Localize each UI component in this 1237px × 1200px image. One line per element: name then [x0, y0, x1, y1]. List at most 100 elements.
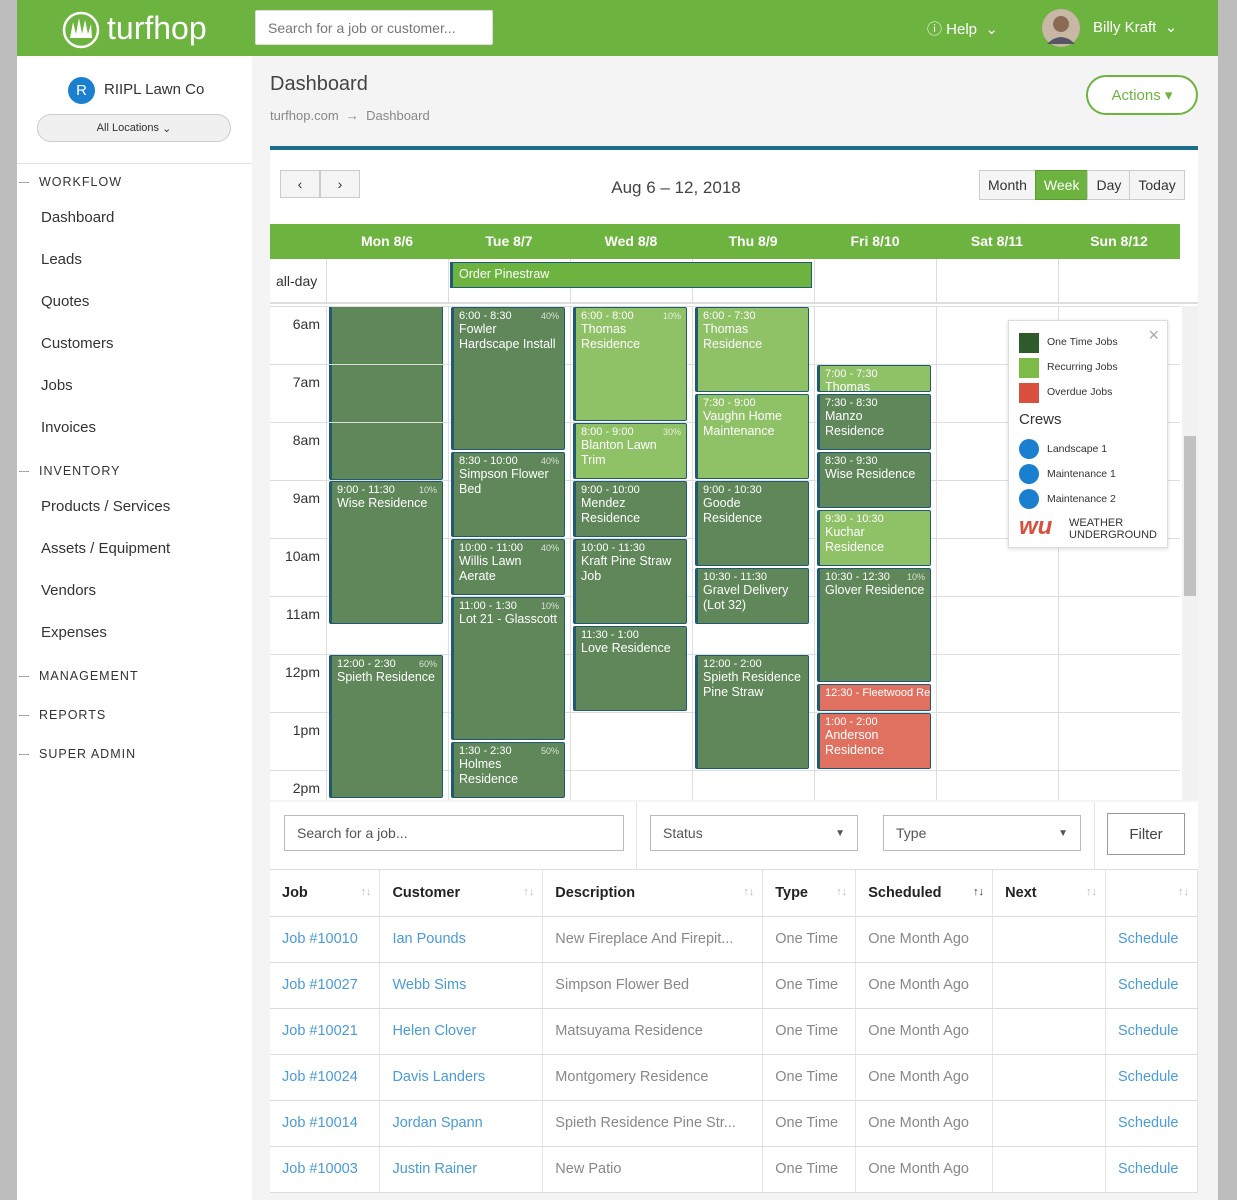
event[interactable]: 8:30 - 9:30 Wise Residence: [817, 452, 931, 508]
nav-section[interactable]: WORKFLOW: [39, 175, 122, 189]
allday-event[interactable]: Order Pinestraw: [450, 262, 812, 288]
column-header[interactable]: ↑↓: [1105, 870, 1199, 917]
event[interactable]: 6:00 - 8:00 Thomas Residence 10%: [573, 307, 687, 421]
column-header[interactable]: Job ↑↓: [270, 870, 381, 917]
view-button[interactable]: Week: [1034, 170, 1089, 200]
nav-item[interactable]: Products / Services: [41, 498, 171, 515]
cell[interactable]: Davis Landers: [379, 1054, 544, 1101]
search-box[interactable]: Search for a job or customer...: [255, 10, 493, 45]
nav-section[interactable]: REPORTS: [39, 708, 107, 722]
nav-item[interactable]: Jobs: [41, 377, 73, 394]
cell[interactable]: Schedule: [1105, 1146, 1199, 1193]
event[interactable]: 6:00 - 8:30 Fowler Hardscape Install 40%: [451, 307, 565, 450]
user-menu[interactable]: Billy Kraft ⌄: [1093, 19, 1178, 36]
column-title: Type: [775, 884, 809, 901]
nav-item[interactable]: Assets / Equipment: [41, 540, 171, 557]
event[interactable]: 11:00 - 1:30 Lot 21 - Glasscott 10%: [451, 597, 565, 740]
event[interactable]: 11:30 - 1:00 Love Residence: [573, 626, 687, 711]
cell[interactable]: Job #10014: [270, 1100, 381, 1147]
scrollbar[interactable]: [1182, 306, 1198, 800]
cell[interactable]: Job #10021: [270, 1008, 381, 1055]
cell[interactable]: Jordan Spann: [379, 1100, 544, 1147]
column-header[interactable]: Description ↑↓: [542, 870, 764, 917]
cell[interactable]: Justin Rainer: [379, 1146, 544, 1193]
nav-item[interactable]: Customers: [41, 335, 114, 352]
next-button[interactable]: ›: [320, 170, 360, 198]
cell[interactable]: Schedule: [1105, 962, 1199, 1009]
avatar[interactable]: [1041, 8, 1081, 48]
filter-bar: Search for a job... Status ▼ Type ▼ Filter: [270, 802, 1198, 870]
event[interactable]: 10:00 - 11:30 Kraft Pine Straw Job: [573, 539, 687, 624]
filter-button[interactable]: Filter: [1107, 813, 1185, 855]
breadcrumb: turfhop.com → Dashboard: [270, 108, 430, 123]
event-time: 9:00 - 11:30: [337, 484, 395, 496]
event[interactable]: 6:00 - 7:30 Thomas Residence: [695, 307, 809, 392]
event[interactable]: 8:00 - 9:00 Blanton Lawn Trim 30%: [573, 423, 687, 479]
event[interactable]: [329, 306, 443, 480]
nav-item[interactable]: Vendors: [41, 582, 97, 599]
event[interactable]: 9:00 - 10:30 Goode Residence: [695, 481, 809, 566]
view-button[interactable]: Today: [1129, 170, 1185, 200]
event[interactable]: 1:00 - 2:00 Anderson Residence: [817, 713, 931, 769]
sort-icon: ↑↓: [836, 886, 848, 898]
cell[interactable]: Schedule: [1105, 916, 1199, 963]
nav-item[interactable]: Expenses: [41, 624, 107, 641]
view-button[interactable]: Month: [979, 170, 1036, 200]
column-header[interactable]: Next ↑↓: [992, 870, 1106, 917]
event[interactable]: 10:00 - 11:00 Willis Lawn Aerate 40%: [451, 539, 565, 595]
view-button[interactable]: Day: [1087, 170, 1131, 200]
event[interactable]: 9:00 - 10:00 Mendez Residence: [573, 481, 687, 537]
crumb: Dashboard: [366, 108, 430, 123]
cell[interactable]: Job #10024: [270, 1054, 381, 1101]
column-header[interactable]: Customer ↑↓: [379, 870, 544, 917]
event[interactable]: 9:00 - 11:30 Wise Residence 10%: [329, 481, 443, 624]
page-title: Dashboard: [270, 73, 368, 95]
help[interactable]: ⓘ Help ⌄: [927, 21, 998, 38]
nav-item[interactable]: Leads: [41, 251, 82, 268]
close[interactable]: ×: [1148, 325, 1159, 345]
cell[interactable]: Schedule: [1105, 1054, 1199, 1101]
status-select[interactable]: Status ▼: [650, 815, 858, 851]
event[interactable]: 7:30 - 9:00 Vaughn Home Maintenance: [695, 394, 809, 479]
event[interactable]: 12:00 - 2:30 Spieth Residence 60%: [329, 655, 443, 798]
cell[interactable]: Job #10010: [270, 916, 381, 963]
event-time: 7:30 - 9:00: [703, 397, 756, 409]
actions-button[interactable]: Actions ▾: [1086, 75, 1198, 115]
event[interactable]: 8:30 - 10:00 Simpson Flower Bed 40%: [451, 452, 565, 537]
event[interactable]: 12:30 - Fleetwood Re: [817, 684, 931, 711]
cell[interactable]: Ian Pounds: [379, 916, 544, 963]
location-select[interactable]: All Locations ⌄: [37, 114, 231, 142]
nav-section[interactable]: INVENTORY: [39, 464, 121, 478]
cell[interactable]: Schedule: [1105, 1100, 1199, 1147]
cell: One Time: [762, 1146, 857, 1193]
nav-section[interactable]: SUPER ADMIN: [39, 747, 137, 761]
event[interactable]: 1:30 - 2:30 Holmes Residence 50%: [451, 742, 565, 798]
scroll-thumb[interactable]: [1184, 436, 1196, 596]
cell[interactable]: Schedule: [1105, 1008, 1199, 1055]
job-search[interactable]: Search for a job...: [284, 815, 624, 851]
event[interactable]: 7:30 - 8:30 Manzo Residence: [817, 394, 931, 450]
cell[interactable]: Helen Clover: [379, 1008, 544, 1055]
day-label: Tue 8/7: [485, 233, 533, 249]
hour-label: 12pm: [284, 664, 320, 680]
sort-icon: ↑↓: [523, 886, 535, 898]
cell[interactable]: Webb Sims: [379, 962, 544, 1009]
type-select[interactable]: Type ▼: [883, 815, 1081, 851]
nav-item[interactable]: Dashboard: [41, 209, 115, 226]
cell[interactable]: Job #10027: [270, 962, 381, 1009]
col-line: [814, 259, 815, 304]
nav-item[interactable]: Invoices: [41, 419, 97, 436]
column-header[interactable]: Type ↑↓: [762, 870, 857, 917]
crumb[interactable]: turfhop.com: [270, 108, 339, 123]
event[interactable]: 10:30 - 12:30 Glover Residence 10%: [817, 568, 931, 682]
cell[interactable]: Job #10003: [270, 1146, 381, 1193]
prev-button[interactable]: ‹: [280, 170, 320, 198]
event[interactable]: 7:00 - 7:30 Thomas: [817, 365, 931, 392]
nav-item[interactable]: Quotes: [41, 293, 90, 310]
column-header[interactable]: Scheduled ↑↓: [855, 870, 994, 917]
nav-section[interactable]: MANAGEMENT: [39, 669, 139, 683]
event[interactable]: 12:00 - 2:00 Spieth Residence Pine Straw: [695, 655, 809, 769]
event[interactable]: 9:30 - 10:30 Kuchar Residence: [817, 510, 931, 566]
crew-dot: [1019, 489, 1039, 509]
event[interactable]: 10:30 - 11:30 Gravel Delivery (Lot 32): [695, 568, 809, 624]
